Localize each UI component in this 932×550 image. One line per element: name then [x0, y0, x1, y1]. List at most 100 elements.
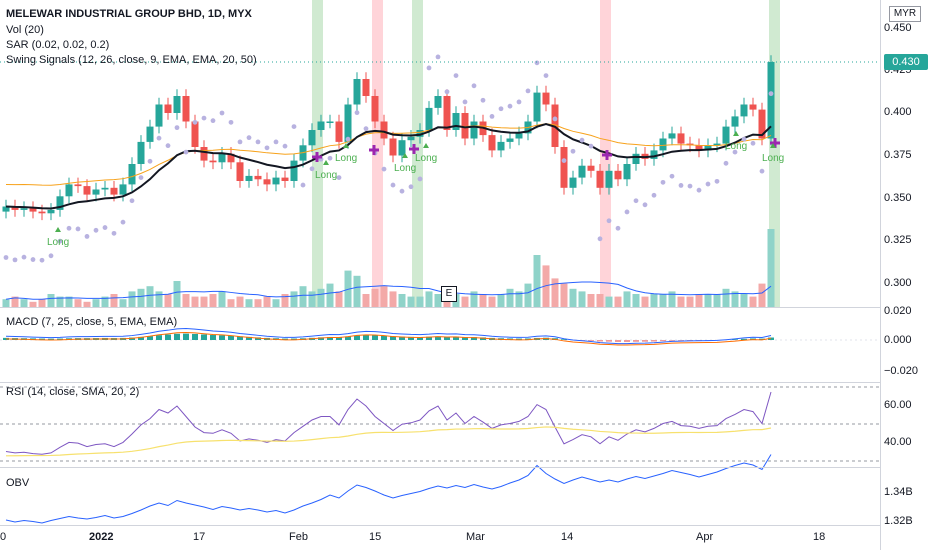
- sar-dot: [354, 110, 360, 116]
- time-axis-label: 15: [369, 531, 382, 543]
- obv-indicator-label[interactable]: OBV: [6, 477, 30, 489]
- sar-dot: [678, 183, 684, 188]
- volume-bar: [722, 288, 730, 307]
- macd-histogram-bar: [444, 336, 450, 340]
- ema-fast-line: [5, 122, 772, 210]
- long-signal-text: Long: [47, 237, 69, 248]
- candle-body: [389, 138, 397, 156]
- volume-bar: [461, 296, 469, 307]
- macd-histogram-bar: [363, 335, 369, 340]
- macd-histogram-bar: [327, 336, 333, 340]
- long-arrow: [423, 143, 429, 148]
- long-arrow: [733, 131, 739, 136]
- price-tick: 0.450: [884, 22, 912, 34]
- sar-dot: [363, 126, 369, 132]
- volume-bar: [83, 301, 91, 307]
- last-price-tag: 0.430: [884, 54, 928, 70]
- sar-dot: [345, 136, 351, 142]
- candle-body: [155, 104, 163, 127]
- macd-histogram-bar: [399, 336, 405, 340]
- sar-dot: [138, 175, 144, 181]
- pane-separator: [0, 307, 880, 308]
- candle-body: [65, 184, 73, 197]
- sar-dot: [579, 137, 585, 143]
- volume-bar: [677, 296, 685, 307]
- volume-bar: [344, 270, 352, 307]
- candle-body: [380, 121, 388, 139]
- sar-dot: [309, 166, 315, 172]
- macd-histogram-bar: [426, 336, 432, 340]
- volume-bar: [128, 291, 136, 307]
- rsi-pane: [0, 386, 880, 462]
- sar-dot: [147, 158, 153, 164]
- short-signal-band: [372, 0, 383, 307]
- long-arrow: [323, 160, 329, 165]
- candle-body: [461, 113, 469, 139]
- rsi-line: [5, 391, 772, 455]
- volume-bar: [101, 296, 109, 307]
- obv-tick: 1.34B: [884, 486, 913, 498]
- volume-bar: [506, 288, 514, 307]
- sar-dot: [66, 225, 72, 231]
- candle-body: [416, 130, 424, 137]
- earnings-event-marker[interactable]: E: [441, 286, 457, 302]
- sar-dot: [291, 124, 297, 129]
- candle-body: [281, 177, 289, 181]
- sar-dot: [255, 139, 261, 145]
- volume-indicator-label[interactable]: Vol (20): [6, 24, 44, 36]
- volume-bar: [524, 283, 532, 307]
- symbol-title[interactable]: MELEWAR INDUSTRIAL GROUP BHD, 1D, MYX: [6, 8, 252, 20]
- candle-body: [605, 170, 613, 188]
- swing-cross-marker: [602, 150, 612, 160]
- macd-histogram-bar: [174, 333, 180, 340]
- rsi-indicator-label[interactable]: RSI (14, close, SMA, 20, 2): [6, 386, 140, 398]
- candle-body: [407, 136, 415, 141]
- volume-bar: [425, 291, 433, 307]
- sar-dot: [633, 198, 639, 204]
- sar-dot: [669, 173, 675, 179]
- volume-bar: [317, 288, 325, 307]
- currency-label[interactable]: MYR: [889, 6, 921, 22]
- sar-dot: [174, 125, 180, 131]
- sar-indicator-label[interactable]: SAR (0.02, 0.02, 0.2): [6, 39, 110, 51]
- sar-dot: [102, 225, 108, 230]
- macd-histogram-bar: [462, 337, 468, 340]
- sar-dot: [714, 178, 720, 184]
- sar-dot: [75, 226, 81, 232]
- macd-histogram-bar: [480, 337, 486, 340]
- volume-bar: [578, 291, 586, 307]
- macd-histogram-bar: [417, 337, 423, 340]
- candle-body: [83, 186, 91, 195]
- macd-histogram-bar: [237, 336, 243, 340]
- candle-body: [227, 153, 235, 163]
- macd-histogram-bar: [183, 333, 189, 340]
- sar-dot: [624, 209, 630, 215]
- macd-histogram-bar: [57, 338, 63, 340]
- macd-histogram-bar: [606, 340, 612, 342]
- macd-histogram-bar: [669, 340, 675, 341]
- sar-dot: [768, 91, 774, 97]
- sar-dot: [201, 115, 207, 121]
- volume-bar: [362, 294, 370, 307]
- time-axis-label: 2022: [89, 531, 114, 543]
- sar-dot: [597, 236, 603, 242]
- volume-bar: [686, 296, 694, 307]
- volume-bar: [290, 291, 298, 307]
- obv-line: [5, 454, 772, 524]
- candle-body: [470, 121, 478, 139]
- volume-bar: [371, 288, 379, 307]
- price-axis[interactable]: [880, 0, 932, 550]
- volume-bar: [110, 294, 118, 307]
- candle-body: [731, 116, 739, 127]
- macd-indicator-label[interactable]: MACD (7, 25, close, 5, EMA, EMA): [6, 316, 178, 328]
- sar-dot: [651, 192, 657, 198]
- candle-body: [659, 138, 667, 151]
- volume-bar: [155, 291, 163, 307]
- candle-body: [137, 141, 145, 164]
- swing-signals-indicator-label[interactable]: Swing Signals (12, 26, close, 9, EMA, EM…: [6, 54, 257, 66]
- sar-dot: [471, 83, 477, 89]
- macd-histogram-bar: [741, 338, 747, 340]
- volume-bar: [659, 294, 667, 307]
- candle-body: [506, 138, 514, 142]
